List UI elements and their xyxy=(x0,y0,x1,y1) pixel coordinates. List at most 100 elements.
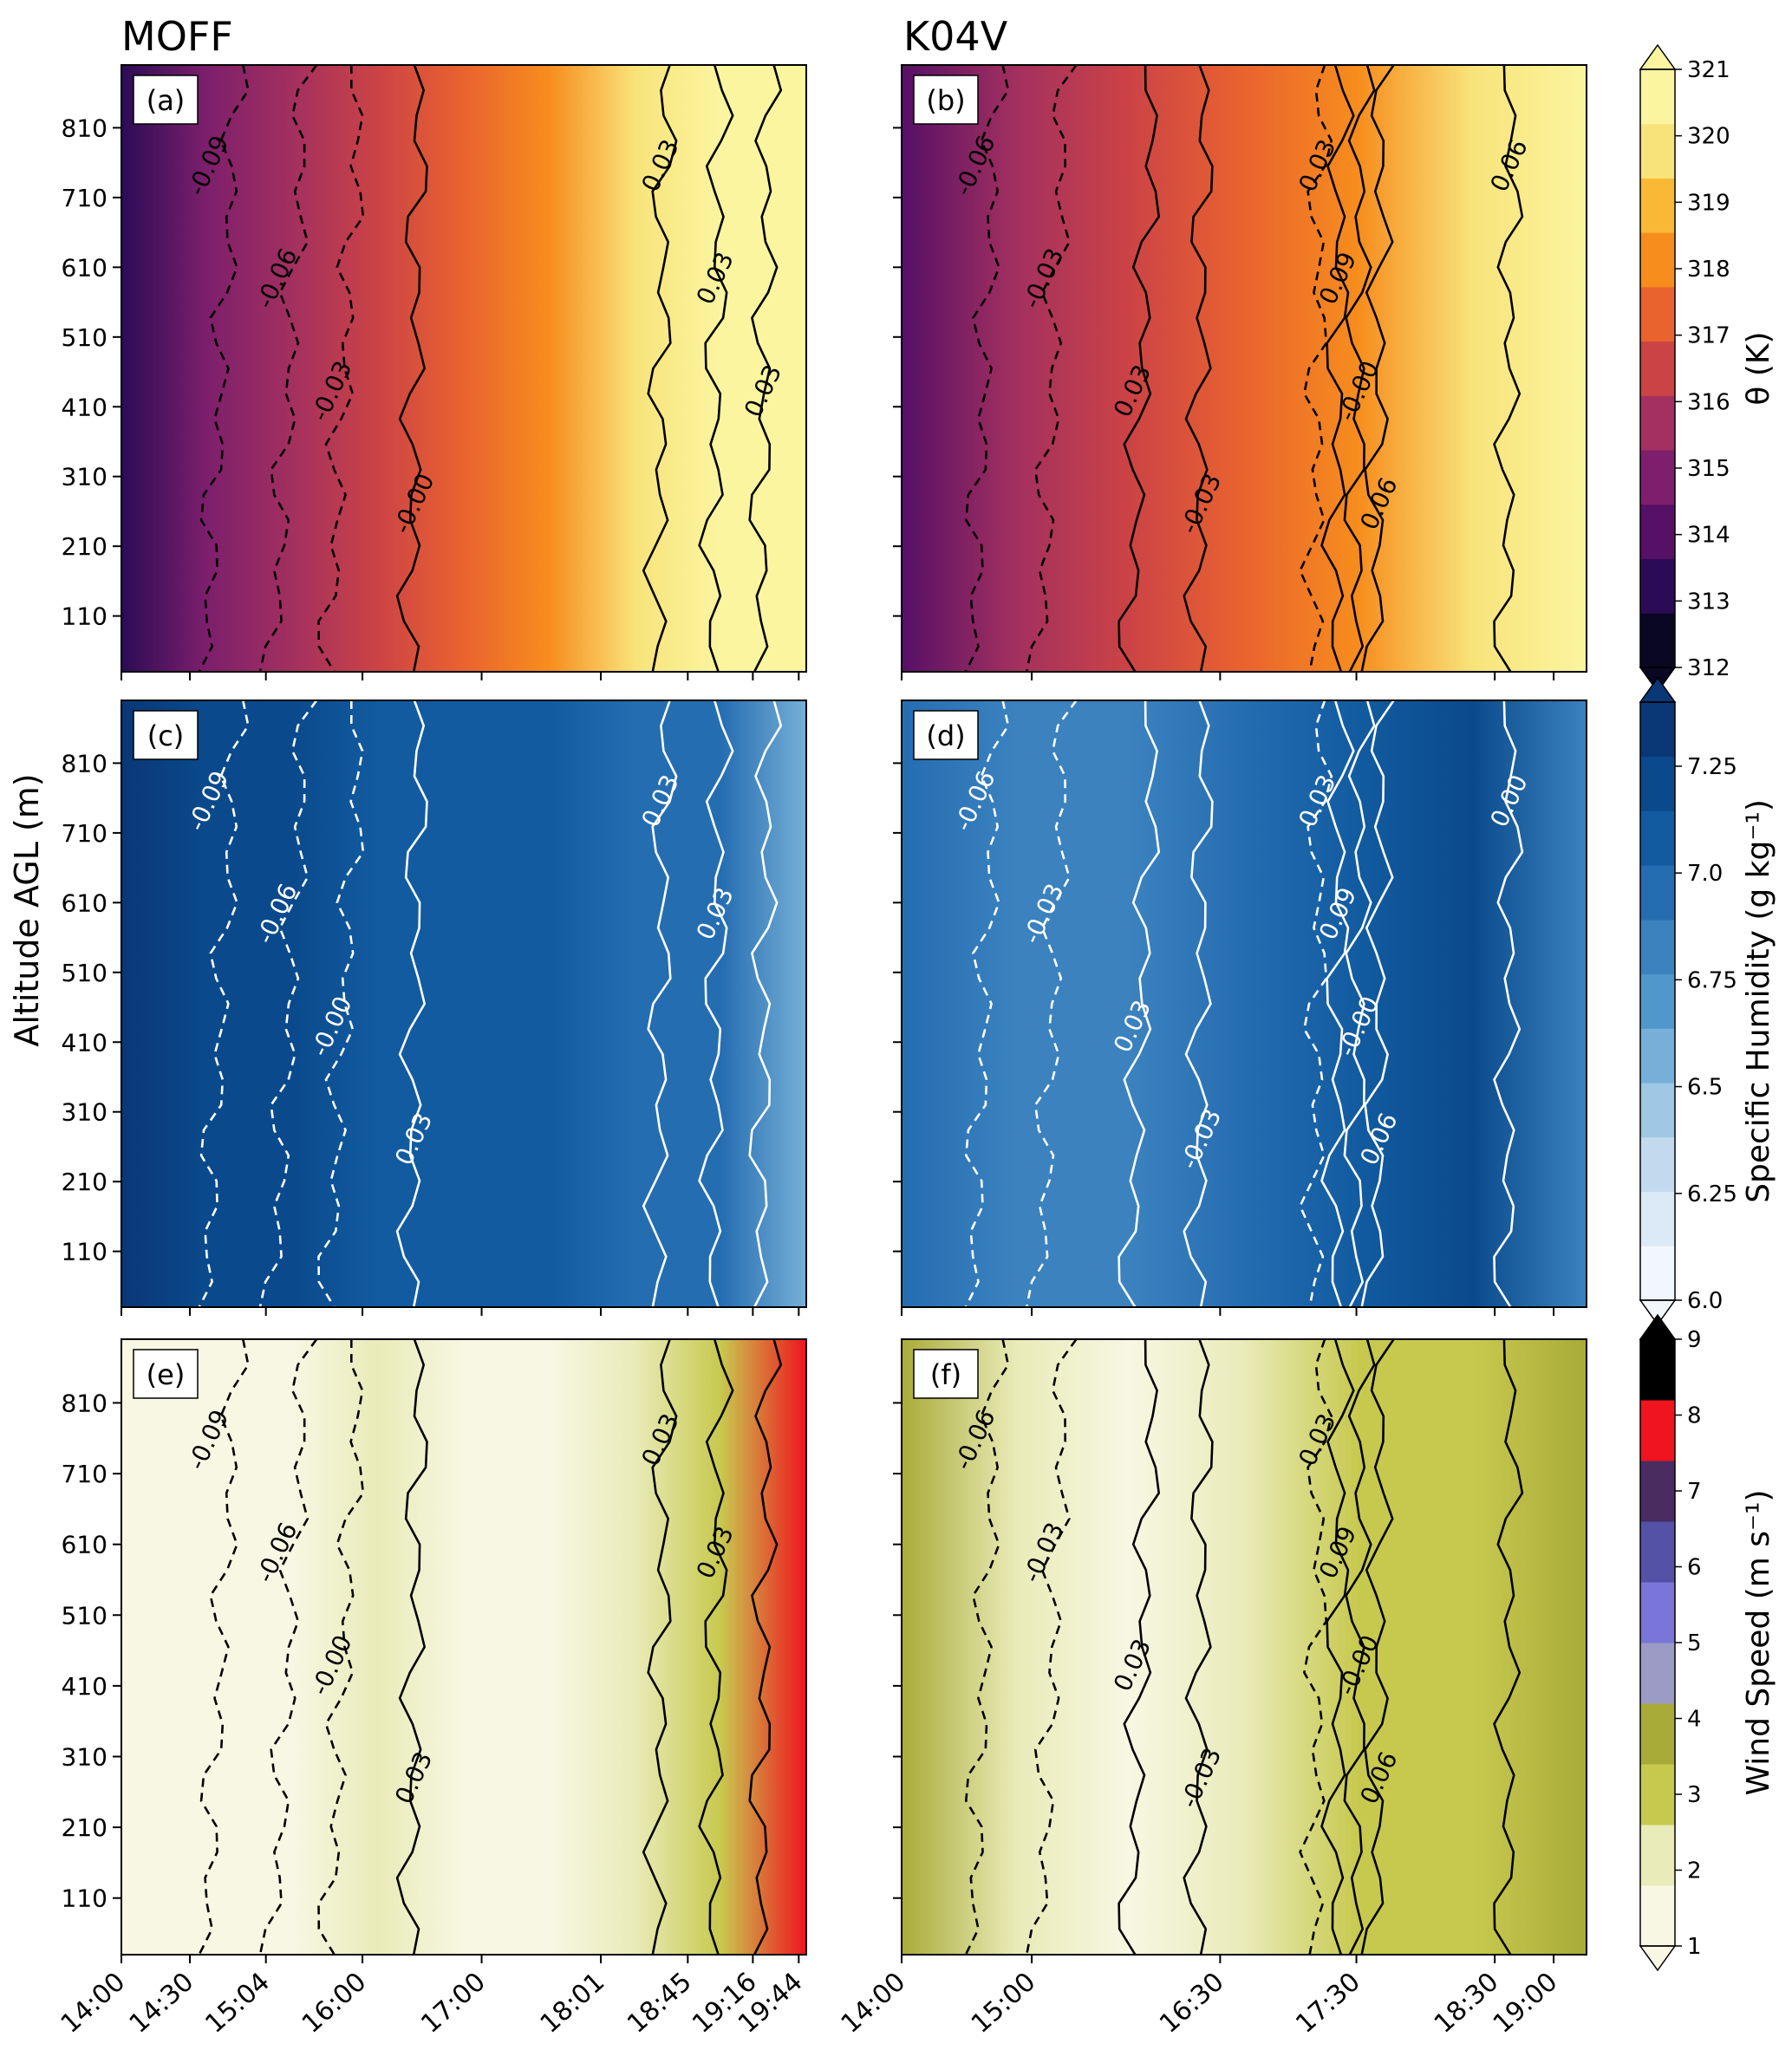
x-tick-label: 15:00 xyxy=(966,1967,1042,2040)
contour-line xyxy=(258,1338,318,1956)
colorbar-tick-label: 6 xyxy=(1687,1555,1702,1581)
contour-line xyxy=(198,1338,250,1956)
contour-line xyxy=(1118,1338,1161,1956)
x-tick-label: 17:00 xyxy=(415,1967,492,2040)
y-tick-label: 710 xyxy=(62,1460,108,1488)
colorbar-swatch xyxy=(1640,178,1675,233)
contour-line xyxy=(698,64,734,673)
contour-line xyxy=(1343,700,1376,1308)
contour-line xyxy=(1025,1338,1078,1956)
contour-line xyxy=(317,65,365,673)
colorbar-swatch xyxy=(1640,919,1675,975)
contour-line xyxy=(1183,1338,1214,1956)
panel-frame xyxy=(901,700,1587,1308)
colorbar-wind-speed: 1 2 3 4 5 6 7 8 9 Wind Speed (m s⁻¹) xyxy=(1639,1313,1776,1972)
contour-line xyxy=(1118,700,1161,1308)
colorbar-swatch xyxy=(1640,1703,1675,1765)
contour-line xyxy=(1320,700,1355,1308)
colorbar-swatch xyxy=(1640,1461,1675,1522)
y-tick-label: 510 xyxy=(62,323,108,352)
panel-frame xyxy=(121,1338,807,1956)
contour-line xyxy=(698,700,734,1308)
y-tick-label: 410 xyxy=(62,393,108,421)
contour-line xyxy=(748,64,783,673)
y-tick-label: 310 xyxy=(62,1742,108,1771)
colorbar-swatch xyxy=(1640,1246,1675,1301)
y-tick-label: 510 xyxy=(62,959,108,987)
colorbar-swatch xyxy=(1640,1400,1675,1461)
contour-line xyxy=(317,700,365,1308)
colorbar-tick-label: 6.25 xyxy=(1687,1181,1737,1207)
y-tick-label: 710 xyxy=(62,819,108,848)
colorbar-tick-label: 7.0 xyxy=(1687,861,1723,887)
y-axis-label: Altitude AGL (m) xyxy=(8,773,46,1046)
y-tick-label: 210 xyxy=(62,1168,108,1196)
y-tick-label: 610 xyxy=(62,1531,108,1559)
contour-line xyxy=(1183,64,1214,673)
heatmap-field xyxy=(902,700,1587,1307)
colorbar-label: Specific Humidity (g kg⁻¹) xyxy=(1741,799,1776,1203)
x-tick-label: 14:00 xyxy=(836,1967,912,2040)
contour-line xyxy=(642,700,678,1308)
colorbar-swatch xyxy=(1640,1825,1675,1886)
y-tick-label: 710 xyxy=(62,184,108,212)
contour-line xyxy=(1343,1338,1376,1956)
colorbar-swatch xyxy=(1640,69,1675,125)
colorbar-min-arrow xyxy=(1639,1945,1677,1972)
contour-line xyxy=(1343,64,1376,673)
y-tick-label: 110 xyxy=(62,602,108,631)
panel-c: -0.09-0.06-0.000.030.030.03(c)1102103104… xyxy=(62,700,807,1316)
colorbar-swatch xyxy=(1640,702,1675,758)
y-tick-label: 310 xyxy=(62,1098,108,1127)
colorbar-tick-label: 4 xyxy=(1687,1707,1702,1733)
colorbar-tick-label: 6.5 xyxy=(1687,1075,1723,1101)
colorbar-label: θ (K) xyxy=(1741,331,1776,405)
y-tick-label: 810 xyxy=(62,749,108,778)
panel-label: (b) xyxy=(913,75,979,125)
y-tick-label: 310 xyxy=(62,463,108,491)
contour-line xyxy=(1493,64,1524,673)
colorbar-swatch xyxy=(1640,395,1675,451)
contour-line xyxy=(642,64,678,673)
y-tick-label: 410 xyxy=(62,1672,108,1701)
colorbar-tick-label: 321 xyxy=(1687,57,1730,83)
heatmap-field xyxy=(902,1339,1587,1955)
colorbar-tick-label: 9 xyxy=(1687,1327,1702,1353)
contour-line xyxy=(1299,1338,1333,1956)
y-tick-label: 610 xyxy=(62,253,108,282)
panel-d: -0.06-0.030.03-0.030.030.09-0.000.060.00… xyxy=(893,700,1587,1316)
colorbar-tick-label: 6.75 xyxy=(1687,967,1737,993)
y-tick-label: 810 xyxy=(62,114,108,142)
colorbar-tick-label: 6.0 xyxy=(1687,1288,1723,1314)
colorbar-swatch xyxy=(1640,1083,1675,1138)
y-tick-label: 210 xyxy=(62,532,108,561)
colorbar-swatch xyxy=(1640,1136,1675,1193)
contour-line xyxy=(964,700,1010,1308)
colorbar-swatch xyxy=(1640,973,1675,1029)
colorbar-swatch xyxy=(1640,504,1675,560)
panel-a: -0.09-0.06-0.03-0.000.030.030.03(a)11021… xyxy=(62,64,807,680)
colorbar-tick-label: 3 xyxy=(1687,1782,1702,1808)
colorbar-tick-label: 5 xyxy=(1687,1630,1702,1656)
svg-text:(d): (d) xyxy=(926,719,965,752)
y-tick-label: 110 xyxy=(62,1238,108,1266)
contour-line xyxy=(748,700,783,1308)
contour-line xyxy=(198,700,250,1308)
contour-lines xyxy=(198,700,783,1308)
contour-line xyxy=(1299,64,1333,673)
colorbar-tick-label: 7.25 xyxy=(1687,754,1737,780)
y-tick-label: 810 xyxy=(62,1389,108,1417)
contour-line xyxy=(642,1338,678,1956)
colorbar-tick-label: 2 xyxy=(1687,1858,1702,1884)
y-tick-label: 510 xyxy=(62,1601,108,1630)
contour-line xyxy=(317,1339,365,1956)
contour-line xyxy=(1320,64,1355,673)
contour-line xyxy=(1183,700,1214,1308)
contour-line xyxy=(698,1338,734,1956)
column-title-moff: MOFF xyxy=(121,13,233,60)
heatmap-field xyxy=(121,1339,806,1955)
x-tick-label: 15:04 xyxy=(199,1967,276,2040)
contour-line xyxy=(1493,1338,1524,1956)
